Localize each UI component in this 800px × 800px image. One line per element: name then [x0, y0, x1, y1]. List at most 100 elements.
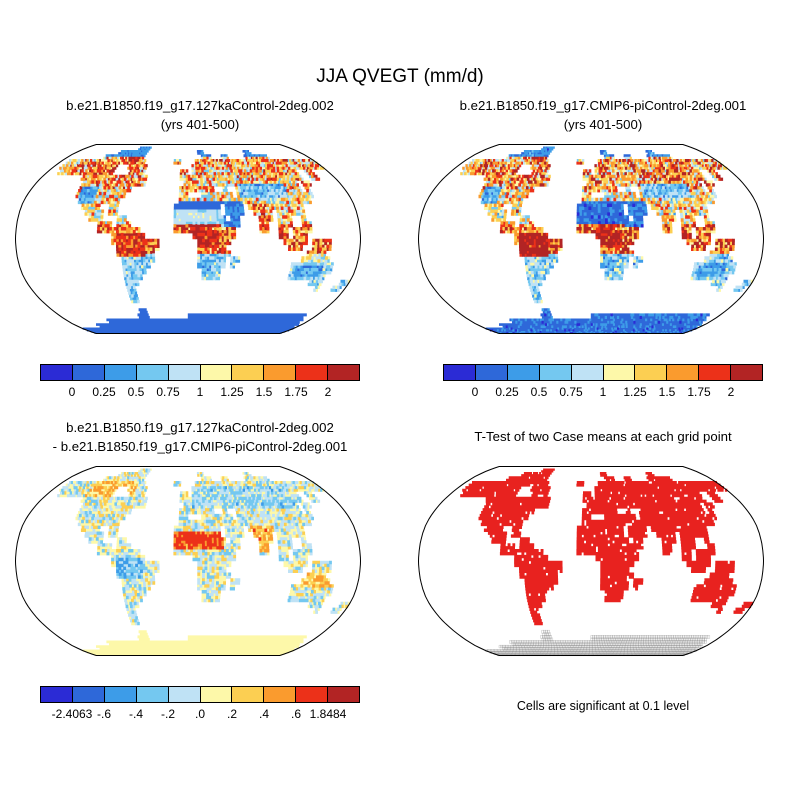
- colorbar-tick-label: 0.5: [127, 385, 145, 399]
- colorbar-tick-label: 1.75: [687, 385, 711, 399]
- colorbar: [40, 686, 360, 703]
- map-cells: [173, 528, 268, 550]
- map-cells: [78, 146, 324, 334]
- colorbar-segment: [41, 365, 73, 380]
- colorbar-segment: [699, 365, 732, 380]
- significance-note: Cells are significant at 0.1 level: [516, 699, 690, 713]
- colorbar-segment: [571, 365, 604, 380]
- colorbar-segment: [475, 365, 508, 380]
- map-cells: [465, 156, 753, 304]
- map-cells: [57, 156, 328, 263]
- colorbar-tick-label: 1.5: [658, 385, 676, 399]
- map-cells: [460, 468, 753, 626]
- panel-case1-title-line1: b.e21.B1850.f19_g17.127kaControl-2deg.00…: [66, 98, 334, 113]
- map-cells: [462, 156, 752, 304]
- map-cells: [59, 156, 332, 257]
- colorbar-segment: [72, 365, 105, 380]
- map-outline: [417, 144, 765, 334]
- colorbar-tick-label: -2.4063: [51, 707, 93, 721]
- colorbar-tick-label: 0: [471, 385, 479, 399]
- colorbar-tick-label: .6: [290, 707, 302, 721]
- colorbar-case2: 0 0.25 0.5 0.75 1 1.25 1.5 1.75 2: [443, 364, 763, 404]
- map-cells: [478, 156, 735, 257]
- colorbar-tick-label: 0: [68, 385, 76, 399]
- colorbar-tick-label: 0.5: [530, 385, 548, 399]
- panel-case1: b.e21.B1850.f19_g17.127kaControl-2deg.00…: [0, 96, 400, 418]
- colorbar-segment: [41, 687, 73, 702]
- map-ice-cells: [485, 630, 710, 656]
- colorbar-tick-label: 1: [599, 385, 607, 399]
- colorbar-tick-label: 2: [324, 385, 332, 399]
- colorbar-tick-label: 1.75: [284, 385, 308, 399]
- colorbar-segment: [200, 365, 233, 380]
- map-cells: [59, 156, 350, 304]
- colorbar-tick-label: 0.75: [156, 385, 180, 399]
- colorbar-tick-label: .0: [194, 707, 206, 721]
- colorbar-segment: [296, 365, 329, 380]
- colorbar-tick-label: 1.5: [255, 385, 273, 399]
- colorbar-segment: [507, 365, 540, 380]
- map-cells: [71, 156, 332, 257]
- colorbar-tick-label: 0.75: [559, 385, 583, 399]
- map-cells: [460, 156, 733, 254]
- colorbar-segment: [635, 365, 668, 380]
- colorbar-segment: [104, 687, 137, 702]
- colorbar-segment: [72, 687, 105, 702]
- map-ttest: [417, 466, 765, 656]
- colorbar-segment: [232, 687, 265, 702]
- colorbar-segment: [731, 365, 763, 380]
- colorbar-segment: [328, 687, 360, 702]
- colorbar-tick-label: 1.25: [220, 385, 244, 399]
- map-cells: [60, 156, 349, 304]
- colorbar-tick-label: 2: [727, 385, 735, 399]
- colorbar-segment: [136, 687, 169, 702]
- panel-case2-title-line1: b.e21.B1850.f19_g17.CMIP6-piControl-2deg…: [459, 98, 747, 113]
- panel-difference: b.e21.B1850.f19_g17.127kaControl-2deg.00…: [0, 418, 400, 740]
- map-cells: [76, 156, 344, 304]
- map-cells: [63, 468, 349, 623]
- panel-ttest-title: T-Test of two Case means at each grid po…: [474, 429, 732, 444]
- colorbar-segment: [667, 365, 700, 380]
- panel-case2: b.e21.B1850.f19_g17.CMIP6-piControl-2deg…: [403, 96, 800, 418]
- colorbar-segment: [168, 687, 201, 702]
- map-cells: [481, 146, 733, 334]
- colorbar-difference: -2.4063 -.6 -.4 -.2 .0 .2 .4 .6 1.8484: [40, 686, 360, 726]
- colorbar-tick-label: 0.25: [495, 385, 519, 399]
- colorbar-segment: [539, 365, 572, 380]
- panel-difference-title-line2: - b.e21.B1850.f19_g17.CMIP6-piControl-2d…: [52, 439, 348, 454]
- colorbar-tick-label: -.4: [128, 707, 144, 721]
- colorbar-tick-label: -.2: [160, 707, 176, 721]
- colorbar-segment: [264, 365, 297, 380]
- colorbar-tick-label: .4: [258, 707, 270, 721]
- colorbar-segment: [296, 687, 329, 702]
- map-cells: [84, 481, 332, 588]
- figure-title: JJA QVEGT (mm/d): [316, 66, 484, 87]
- colorbar-tick-label: 1.8484: [309, 707, 347, 721]
- colorbar: [443, 364, 763, 381]
- colorbar-segment: [264, 687, 297, 702]
- colorbar-segment: [168, 365, 201, 380]
- map-cells: [61, 468, 342, 626]
- colorbar-tick-label: 1: [196, 385, 204, 399]
- map-outline: [417, 466, 765, 656]
- colorbar-tick-label: .2: [226, 707, 238, 721]
- panel-ttest: T-Test of two Case means at each grid po…: [403, 418, 800, 740]
- colorbar-tick-label: 1.25: [623, 385, 647, 399]
- colorbar-segment: [603, 365, 636, 380]
- map-case2: [417, 144, 765, 334]
- map-case1: [14, 144, 362, 334]
- colorbar-tick-label: 0.25: [92, 385, 116, 399]
- map-outline: [14, 466, 362, 656]
- colorbar-case1: 0 0.25 0.5 0.75 1 1.25 1.5 1.75 2: [40, 364, 360, 404]
- colorbar-segment: [200, 687, 233, 702]
- colorbar: [40, 364, 360, 381]
- map-difference: [14, 466, 362, 656]
- panel-case1-title-line2: (yrs 401-500): [160, 117, 240, 132]
- colorbar-segment: [104, 365, 137, 380]
- colorbar-tick-label: -.6: [96, 707, 112, 721]
- panel-case2-title-line2: (yrs 401-500): [563, 117, 643, 132]
- colorbar-segment: [232, 365, 265, 380]
- colorbar-segment: [444, 365, 476, 380]
- colorbar-segment: [328, 365, 360, 380]
